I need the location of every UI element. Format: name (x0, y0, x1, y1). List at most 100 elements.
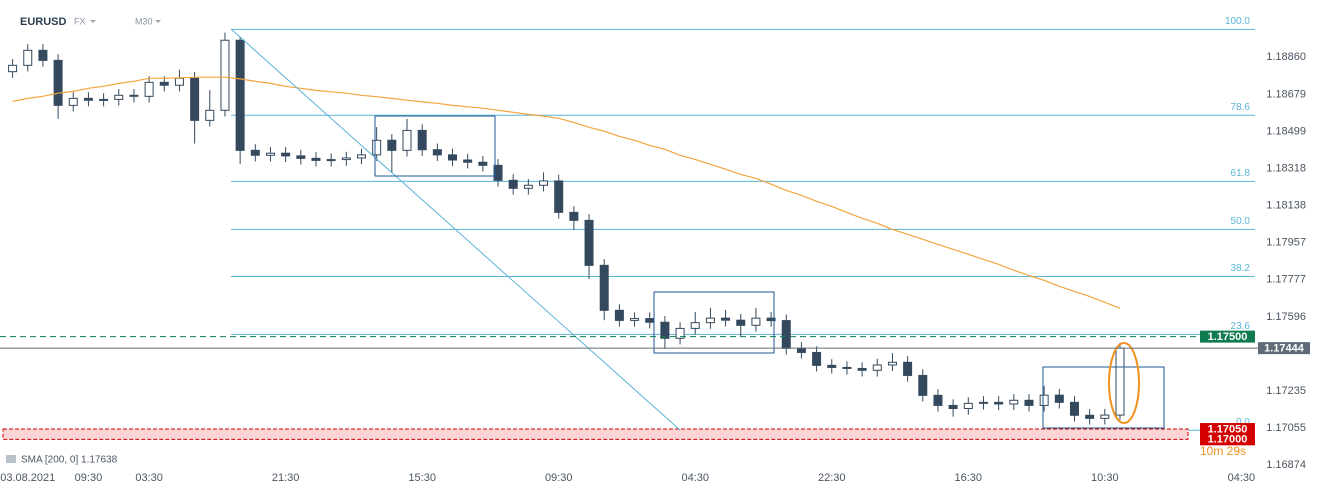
candle-body (402, 129, 412, 151)
candle-body (554, 180, 564, 213)
price-tag-label: 1.17050 (1208, 423, 1248, 435)
candle-body (872, 364, 882, 371)
indicator-icon[interactable] (6, 455, 16, 463)
x-tick-label: 04:30 (1228, 472, 1256, 484)
candle-body (1115, 347, 1125, 416)
price-tag (1200, 423, 1255, 436)
candle-body (68, 97, 78, 106)
candle-body (736, 319, 746, 326)
x-tick-label: 04:30 (681, 472, 709, 484)
x-tick-label: 15:30 (408, 472, 436, 484)
candle-body (781, 320, 791, 349)
candle-body (281, 152, 291, 157)
candle-body (766, 317, 776, 322)
candle-body (963, 402, 973, 410)
fib-label: 100.0 (1225, 16, 1250, 27)
candle-body (356, 154, 366, 159)
candle-body (235, 39, 245, 151)
fib-label: 78.6 (1231, 102, 1251, 113)
candle-body (220, 39, 230, 111)
candle-body (599, 264, 609, 311)
fib-label: 23.6 (1231, 321, 1251, 332)
candle-body (190, 77, 200, 121)
x-tick-label: 03:30 (135, 472, 163, 484)
x-tick-label: 09:30 (75, 472, 103, 484)
candle-body (387, 139, 397, 151)
y-tick-label: 1.18138 (1266, 199, 1306, 211)
price-tag-label: 1.17500 (1208, 331, 1248, 343)
price-tag (1200, 330, 1255, 343)
x-tick-label: 22:30 (818, 472, 846, 484)
sma-line (12, 76, 1121, 309)
timeframe[interactable]: M30 (135, 16, 153, 26)
candle-body (978, 401, 988, 404)
candle-body (918, 374, 928, 396)
x-tick-label: 21:30 (272, 472, 300, 484)
price-tag (1200, 433, 1255, 446)
candle-body (174, 77, 184, 86)
candle-body (114, 94, 124, 100)
candle-body (129, 94, 139, 97)
market[interactable]: FX (74, 16, 86, 26)
fib-label: 38.2 (1231, 263, 1251, 274)
candle-body (903, 361, 913, 376)
candle-body (265, 152, 275, 156)
candle-body (1009, 399, 1019, 405)
y-tick-label: 1.17235 (1266, 385, 1306, 397)
range-box (1042, 366, 1165, 429)
candle-body (341, 157, 351, 161)
candle-body (827, 364, 837, 368)
x-tick-label: 16:30 (955, 472, 983, 484)
candle-body (842, 366, 852, 369)
candles (8, 32, 1125, 425)
x-tick-label: 03.08.2021 (0, 472, 55, 484)
candle-body (508, 179, 518, 189)
candle-body (523, 184, 533, 189)
range-box (653, 291, 775, 354)
candle-body (751, 317, 761, 326)
candle-body (463, 159, 473, 163)
y-tick-label: 1.18860 (1266, 51, 1306, 63)
candle-body (887, 361, 897, 366)
candle-body (432, 149, 442, 156)
x-tick-label: 10:30 (1091, 472, 1119, 484)
candle-body (83, 97, 93, 101)
indicator-legend: SMA [200, 0] 1.17638 (21, 455, 118, 466)
countdown: 10m 29s (1200, 444, 1246, 458)
candle-body (53, 59, 63, 106)
y-tick-label: 1.17596 (1266, 311, 1306, 323)
fib-label: 61.8 (1231, 168, 1251, 179)
candle-body (23, 49, 33, 66)
trend-line (230, 28, 681, 431)
candle-body (250, 149, 260, 156)
candle-body (493, 164, 503, 181)
candle-body (569, 211, 579, 221)
price-tag-label: 1.17444 (1264, 343, 1305, 355)
candle-body (645, 318, 655, 323)
candle-body (478, 161, 488, 166)
candle-body (721, 317, 731, 321)
candle-body (1054, 394, 1064, 403)
symbol: EURUSD (20, 16, 67, 28)
candle-body (372, 139, 382, 156)
y-tick-label: 1.18679 (1266, 88, 1306, 100)
candle-body (948, 404, 958, 410)
candle-body (857, 367, 867, 371)
candle-body (812, 351, 822, 366)
candle-body (994, 401, 1004, 405)
price-tag-label: 1.17000 (1208, 434, 1248, 446)
candle-body (690, 322, 700, 329)
fib-label: 50.0 (1231, 216, 1251, 227)
candle-body (296, 155, 306, 159)
candle-body (205, 109, 215, 121)
x-tick-label: 09:30 (545, 472, 573, 484)
candle-body (144, 81, 154, 97)
candle-body (326, 159, 336, 162)
dropdown-icon[interactable] (90, 20, 96, 23)
fib-label: 0.0 (1236, 417, 1250, 428)
candle-body (448, 154, 458, 161)
candle-body (630, 318, 640, 321)
dropdown-icon[interactable] (155, 20, 161, 23)
plot-layer: 1.18860 1.18679 1.18499 1.18318 1.18138 1.179… (0, 16, 1306, 484)
